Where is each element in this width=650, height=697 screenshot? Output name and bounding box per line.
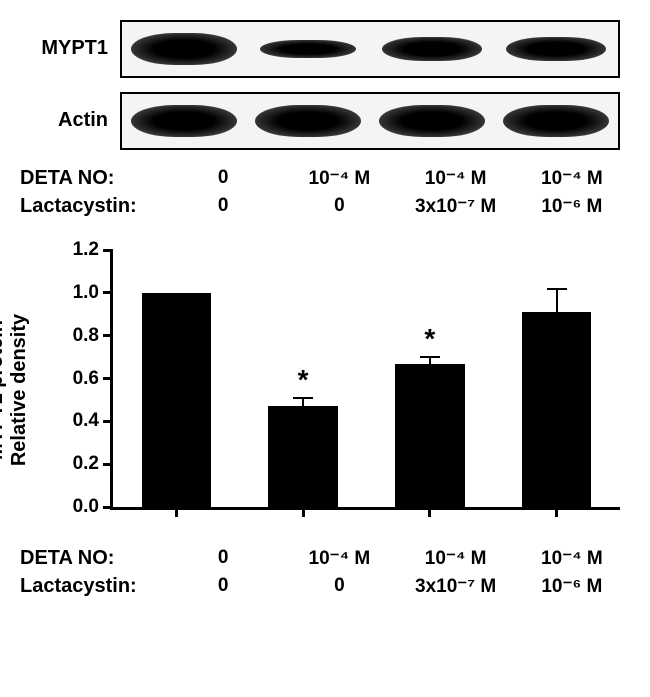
condition-values: 003x10⁻⁷ M10⁻⁶ M <box>165 195 630 218</box>
blot-band <box>503 105 608 137</box>
condition-cell: 0 <box>165 575 281 598</box>
condition-name: Lactacystin: <box>20 575 165 598</box>
condition-cell: 0 <box>165 167 281 190</box>
y-axis-label: MYPT1 protein Relative density <box>0 314 31 466</box>
blot-lane <box>122 94 246 148</box>
blot-lane <box>246 94 370 148</box>
blot-band <box>255 105 360 137</box>
blot-lane <box>494 94 618 148</box>
significance-marker: * <box>298 364 309 396</box>
condition-values: 010⁻⁴ M10⁻⁴ M10⁻⁴ M <box>165 547 630 570</box>
error-cap <box>420 356 440 358</box>
blot-band <box>131 105 236 137</box>
error-cap <box>293 397 313 399</box>
bar <box>522 312 592 507</box>
condition-cell: 10⁻⁴ M <box>398 547 514 570</box>
y-tick <box>103 334 113 337</box>
condition-cell: 0 <box>281 575 397 598</box>
y-tick-label: 0.2 <box>73 453 99 475</box>
condition-row: DETA NO:010⁻⁴ M10⁻⁴ M10⁻⁴ M <box>20 544 630 572</box>
figure-root: MYPT1Actin DETA NO:010⁻⁴ M10⁻⁴ M10⁻⁴ MLa… <box>20 20 630 600</box>
blot-lane <box>122 22 246 76</box>
blot-band <box>382 37 481 61</box>
blot-row-label: MYPT1 <box>20 37 108 60</box>
condition-values: 010⁻⁴ M10⁻⁴ M10⁻⁴ M <box>165 167 630 190</box>
blot-band <box>379 105 484 137</box>
blot-lane <box>370 94 494 148</box>
y-tick <box>103 463 113 466</box>
blot-lane <box>370 22 494 76</box>
bar-chart: MYPT1 protein Relative density 0.00.20.4… <box>20 240 630 540</box>
bar <box>142 293 212 507</box>
blot-band <box>260 40 357 59</box>
y-tick-label: 0.0 <box>73 496 99 518</box>
x-tick <box>302 507 305 517</box>
y-tick-label: 1.2 <box>73 239 99 261</box>
condition-row: Lactacystin:003x10⁻⁷ M10⁻⁶ M <box>20 192 630 220</box>
plot-area: 0.00.20.40.60.81.01.2** <box>110 250 620 510</box>
y-tick-label: 1.0 <box>73 282 99 304</box>
condition-cell: 3x10⁻⁷ M <box>398 575 514 598</box>
blot-band <box>131 33 236 65</box>
condition-name: DETA NO: <box>20 547 165 570</box>
blot-row-box <box>120 92 620 150</box>
condition-cell: 0 <box>165 195 281 218</box>
condition-cell: 10⁻⁴ M <box>281 167 397 190</box>
condition-cell: 10⁻⁶ M <box>514 575 630 598</box>
error-bar <box>302 398 304 407</box>
bar <box>395 364 465 507</box>
blot-band <box>506 37 605 61</box>
y-tick <box>103 291 113 294</box>
y-tick-label: 0.8 <box>73 325 99 347</box>
condition-cell: 10⁻⁴ M <box>281 547 397 570</box>
y-tick <box>103 420 113 423</box>
significance-marker: * <box>424 323 435 355</box>
blot-row-box <box>120 20 620 78</box>
condition-cell: 3x10⁻⁷ M <box>398 195 514 218</box>
blot-row-label: Actin <box>20 109 108 132</box>
x-tick <box>428 507 431 517</box>
condition-cell: 10⁻⁴ M <box>514 547 630 570</box>
chart-conditions: DETA NO:010⁻⁴ M10⁻⁴ M10⁻⁴ MLactacystin:0… <box>20 544 630 600</box>
y-tick-label: 0.6 <box>73 368 99 390</box>
error-bar <box>556 289 558 313</box>
condition-name: Lactacystin: <box>20 195 165 218</box>
western-blot: MYPT1 Actin <box>20 20 630 156</box>
x-tick <box>175 507 178 517</box>
condition-name: DETA NO: <box>20 167 165 190</box>
condition-row: Lactacystin:003x10⁻⁷ M10⁻⁶ M <box>20 572 630 600</box>
condition-cell: 0 <box>165 547 281 570</box>
y-tick <box>103 506 113 509</box>
blot-lane <box>494 22 618 76</box>
condition-cell: 10⁻⁴ M <box>514 167 630 190</box>
condition-cell: 10⁻⁶ M <box>514 195 630 218</box>
condition-cell: 0 <box>281 195 397 218</box>
y-tick <box>103 377 113 380</box>
y-tick <box>103 249 113 252</box>
x-tick <box>555 507 558 517</box>
condition-row: DETA NO:010⁻⁴ M10⁻⁴ M10⁻⁴ M <box>20 164 630 192</box>
condition-values: 003x10⁻⁷ M10⁻⁶ M <box>165 575 630 598</box>
bar <box>268 406 338 507</box>
ylabel-line1: MYPT1 protein <box>0 320 7 460</box>
blot-lane <box>246 22 370 76</box>
error-cap <box>547 288 567 290</box>
ylabel-line2: Relative density <box>8 314 30 466</box>
blot-conditions: DETA NO:010⁻⁴ M10⁻⁴ M10⁻⁴ MLactacystin:0… <box>20 164 630 220</box>
condition-cell: 10⁻⁴ M <box>398 167 514 190</box>
y-tick-label: 0.4 <box>73 410 99 432</box>
